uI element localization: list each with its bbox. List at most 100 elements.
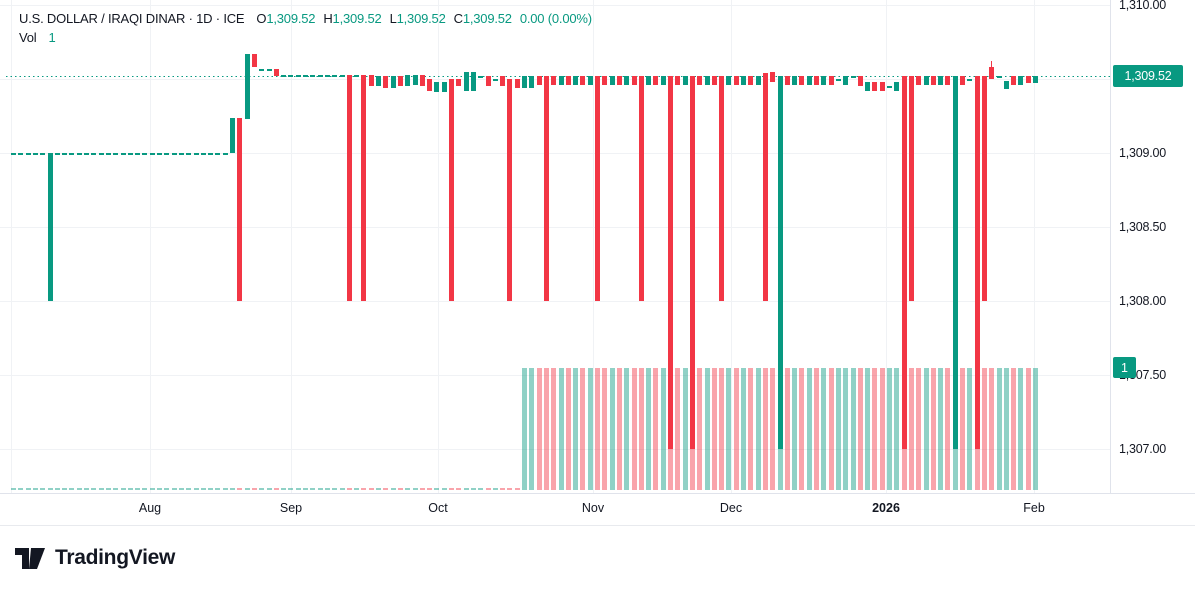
- candle: [843, 76, 849, 85]
- time-axis-label: Nov: [581, 501, 605, 515]
- tradingview-logo-icon: [15, 547, 45, 569]
- volume-bar: [784, 368, 790, 490]
- volume-bar: [463, 488, 469, 490]
- candle: [295, 74, 301, 77]
- volume-label[interactable]: Vol: [19, 30, 37, 45]
- candle: [251, 53, 257, 68]
- volume-bar: [281, 488, 287, 490]
- candle: [646, 76, 652, 85]
- volume-bar: [237, 488, 243, 490]
- candle: [40, 153, 46, 155]
- volume-bar: [741, 368, 746, 490]
- candle: [952, 76, 958, 449]
- candle: [47, 153, 53, 301]
- candle: [835, 79, 841, 81]
- candle: [1011, 76, 1017, 85]
- candle: [887, 86, 892, 89]
- volume-bar: [1033, 368, 1038, 490]
- candle: [689, 76, 695, 449]
- candle: [361, 74, 367, 301]
- candle: [1018, 76, 1024, 85]
- volume-bar: [251, 488, 257, 490]
- volume-bar: [580, 368, 586, 490]
- tradingview-logo[interactable]: TradingView: [15, 546, 175, 570]
- candle: [697, 76, 703, 85]
- chart-plot-area[interactable]: [0, 0, 1110, 493]
- candle: [850, 76, 856, 78]
- month-gridline: [731, 0, 732, 493]
- time-axis-label: Oct: [428, 501, 448, 515]
- volume-bar: [543, 368, 549, 490]
- candle: [208, 153, 214, 155]
- volume-bar: [981, 368, 987, 490]
- candle: [624, 76, 630, 85]
- candle: [397, 76, 403, 87]
- volume-bar: [762, 368, 768, 490]
- volume-bar: [200, 488, 206, 490]
- candle: [872, 82, 878, 91]
- legend-volume-row: Vol 1: [19, 28, 592, 47]
- volume-bar: [865, 368, 871, 490]
- time-axis-label: 2026: [872, 501, 900, 515]
- volume-bar: [478, 488, 484, 490]
- volume-bar: [332, 488, 338, 490]
- volume-bar: [230, 488, 235, 490]
- candle: [821, 76, 827, 85]
- volume-bar: [259, 488, 265, 490]
- candle: [960, 76, 965, 85]
- candle: [171, 153, 177, 155]
- symbol-legend[interactable]: U.S. DOLLAR / IRAQI DINAR · 1D · ICE O1,…: [19, 9, 592, 47]
- volume-bar: [704, 368, 710, 490]
- candle: [98, 153, 104, 155]
- candle: [127, 153, 133, 155]
- candle: [500, 76, 506, 87]
- candle: [135, 153, 141, 155]
- volume-bar: [821, 368, 827, 490]
- volume-bar: [835, 368, 841, 490]
- volume-bar: [908, 368, 914, 490]
- volume-bar: [879, 368, 885, 490]
- price-axis[interactable]: 1,307.00 1,307.50 1,308.00 1,308.50 1,309.00…: [1110, 0, 1195, 493]
- volume-bar: [441, 488, 447, 490]
- volume-bar: [84, 488, 89, 490]
- volume-bar: [675, 368, 681, 490]
- change-readout: 0.00 (0.00%): [519, 11, 592, 26]
- time-axis[interactable]: Aug Sep Oct Nov Dec 2026 Feb: [0, 493, 1195, 526]
- candle: [770, 71, 776, 82]
- current-price-label: 1,309.52: [1113, 65, 1183, 87]
- candle: [91, 153, 97, 155]
- candle: [11, 153, 16, 155]
- volume-bar: [456, 488, 462, 490]
- candle: [733, 76, 739, 85]
- candle: [726, 76, 732, 85]
- volume-bar: [660, 368, 666, 490]
- candle: [565, 76, 571, 85]
- candle: [478, 76, 484, 78]
- volume-bar: [960, 368, 965, 490]
- volume-bar: [449, 488, 454, 490]
- volume-bar: [806, 368, 812, 490]
- volume-bar: [91, 488, 97, 490]
- volume-bar: [193, 488, 199, 490]
- volume-bar: [171, 488, 177, 490]
- price-axis-label: 1,308.50: [1119, 220, 1167, 234]
- candle: [449, 79, 454, 301]
- candle: [894, 82, 900, 91]
- candle: [200, 153, 206, 155]
- volume-bar: [215, 488, 221, 490]
- candle: [193, 153, 199, 155]
- candle: [281, 74, 287, 77]
- volume-bar: [397, 488, 403, 490]
- volume-bar: [857, 368, 863, 490]
- volume-bar: [25, 488, 31, 490]
- volume-bar: [1018, 368, 1024, 490]
- price-axis-label: 1,309.00: [1119, 146, 1167, 160]
- volume-bar: [923, 368, 929, 490]
- symbol-title[interactable]: U.S. DOLLAR / IRAQI DINAR · 1D · ICE: [19, 11, 245, 26]
- candle: [704, 76, 710, 85]
- candle: [1025, 76, 1031, 84]
- candle: [602, 76, 608, 85]
- volume-bar: [54, 488, 60, 490]
- volume-bar: [361, 488, 367, 490]
- candle: [522, 76, 527, 88]
